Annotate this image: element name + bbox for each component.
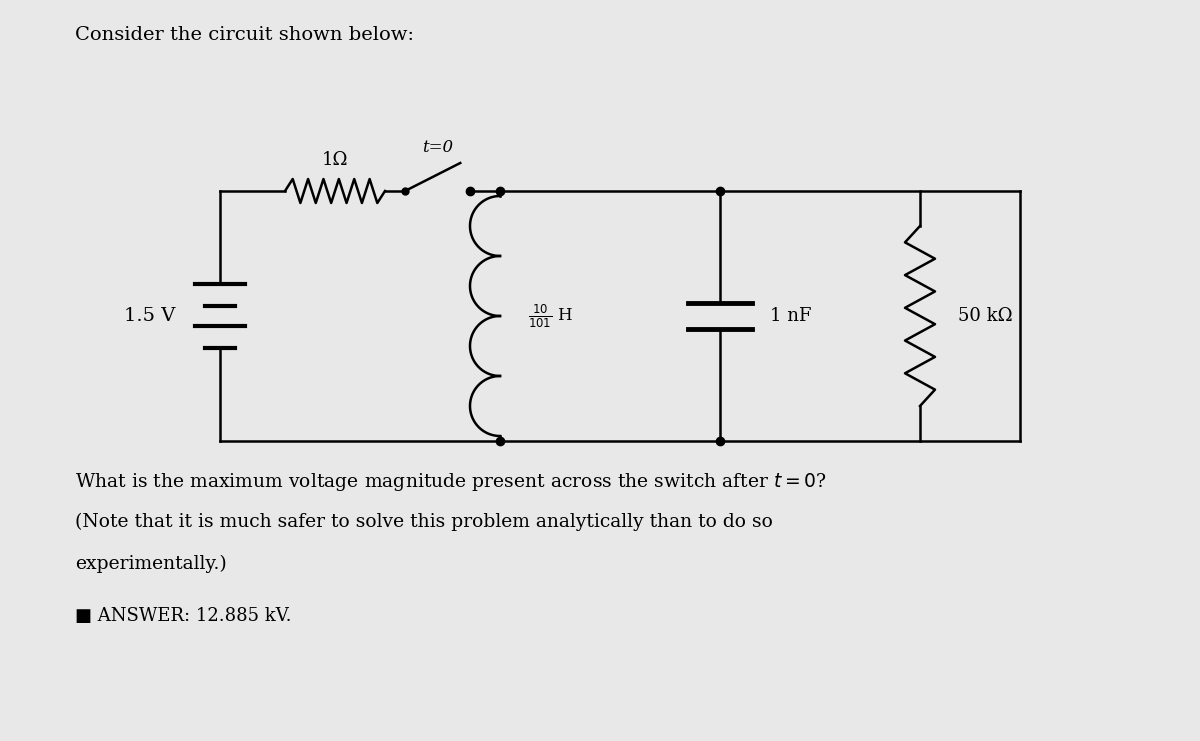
Text: 1Ω: 1Ω (322, 151, 348, 169)
Text: Consider the circuit shown below:: Consider the circuit shown below: (74, 26, 414, 44)
Text: What is the maximum voltage magnitude present across the switch after $t = 0$?: What is the maximum voltage magnitude pr… (74, 471, 827, 493)
Text: 1.5 V: 1.5 V (124, 307, 175, 325)
Text: experimentally.): experimentally.) (74, 555, 227, 574)
Text: ■ ANSWER: 12.885 kV.: ■ ANSWER: 12.885 kV. (74, 607, 292, 625)
Text: (Note that it is much safer to solve this problem analytically than to do so: (Note that it is much safer to solve thi… (74, 513, 773, 531)
Text: t=0: t=0 (422, 139, 454, 156)
Text: $\frac{10}{101}$ H: $\frac{10}{101}$ H (528, 302, 574, 330)
Text: 1 nF: 1 nF (770, 307, 811, 325)
Text: 50 kΩ: 50 kΩ (958, 307, 1013, 325)
